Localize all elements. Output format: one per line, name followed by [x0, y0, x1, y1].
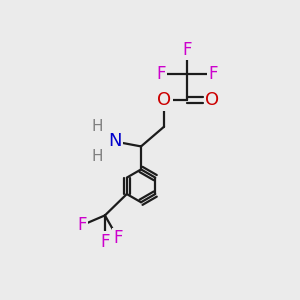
Text: F: F [77, 216, 87, 234]
Text: O: O [205, 92, 220, 110]
Text: F: F [208, 65, 218, 83]
Text: H: H [91, 149, 103, 164]
Text: N: N [108, 133, 122, 151]
Text: O: O [157, 92, 171, 110]
Text: F: F [182, 40, 192, 58]
Text: F: F [100, 233, 110, 251]
Text: F: F [113, 230, 123, 247]
Text: H: H [91, 119, 103, 134]
Text: F: F [156, 65, 166, 83]
